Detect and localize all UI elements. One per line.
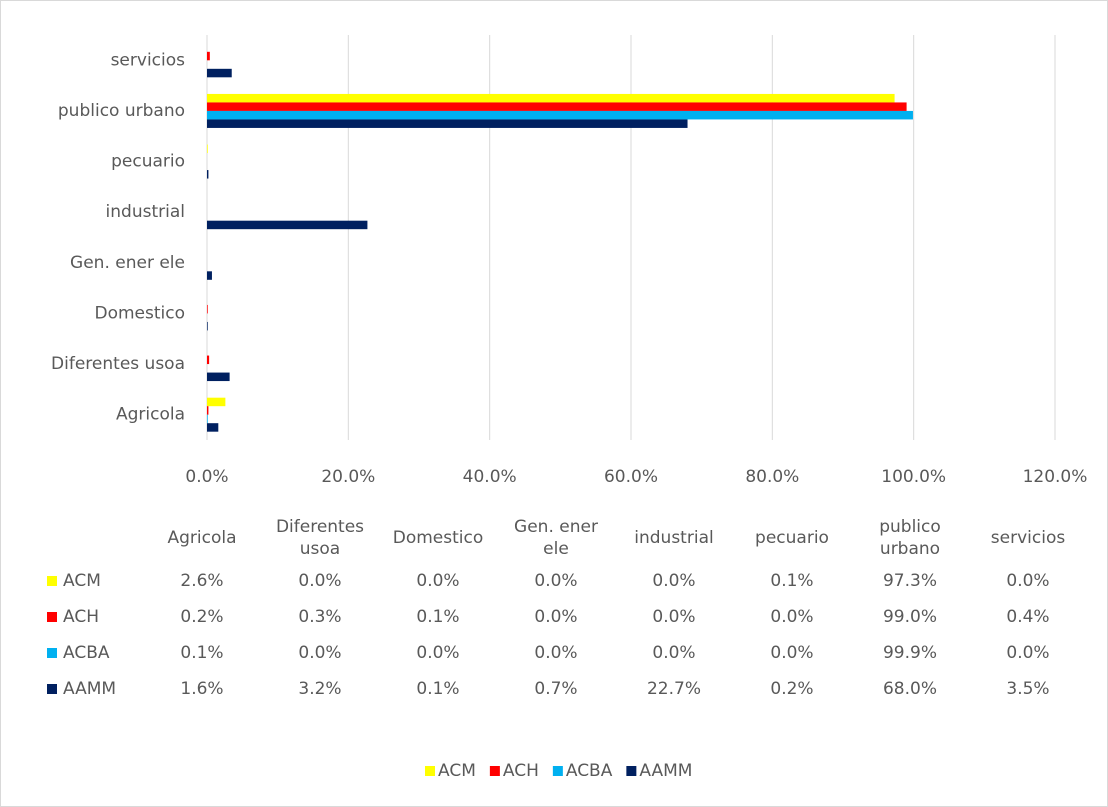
- table-cell: 3.2%: [298, 679, 341, 699]
- table-header: servicios: [990, 528, 1066, 548]
- legend-key: [626, 766, 637, 776]
- table-cell: 0.0%: [652, 607, 695, 627]
- bar: [207, 321, 208, 331]
- table-cell: 99.0%: [883, 607, 937, 627]
- bar: [207, 355, 210, 365]
- table-cell: 0.4%: [1006, 607, 1049, 627]
- table-legend-key: [47, 648, 57, 658]
- table-cell: 0.0%: [1006, 643, 1049, 663]
- table-cell: 0.0%: [770, 607, 813, 627]
- table-cell: 0.0%: [416, 643, 459, 663]
- bar: [207, 93, 895, 103]
- bar: [207, 406, 209, 415]
- bar: [207, 220, 368, 230]
- table-cell: 0.2%: [770, 679, 813, 699]
- legend-label: ACBA: [566, 761, 613, 781]
- table-cell: 0.0%: [298, 643, 341, 663]
- table-cell: 0.7%: [534, 679, 577, 699]
- y-tick-label: industrial: [106, 202, 185, 222]
- table-legend-key: [47, 576, 57, 586]
- bar: [207, 68, 232, 78]
- x-tick-label: 100.0%: [881, 467, 946, 487]
- legend-label: ACM: [438, 761, 476, 781]
- bar: [207, 102, 907, 111]
- y-tick-label: Gen. ener ele: [70, 253, 185, 273]
- bar: [207, 423, 219, 432]
- table-series-label: ACH: [63, 607, 99, 627]
- legend-label: AAMM: [639, 761, 692, 781]
- x-tick-label: 40.0%: [463, 467, 517, 487]
- table-cell: 1.6%: [180, 679, 223, 699]
- table-cell: 0.0%: [416, 571, 459, 591]
- bar: [207, 119, 688, 128]
- table-header: Gen. ener ele: [514, 517, 598, 559]
- bar: [207, 304, 208, 314]
- table-cell: 0.3%: [298, 607, 341, 627]
- table-cell: 0.0%: [770, 643, 813, 663]
- x-tick-label: 20.0%: [321, 467, 375, 487]
- table-cell: 0.0%: [298, 571, 341, 591]
- table-header: Diferentes usoa: [275, 517, 365, 559]
- y-tick-label: Agricola: [116, 405, 185, 425]
- table-cell: 3.5%: [1006, 679, 1049, 699]
- table-cell: 0.0%: [1006, 571, 1049, 591]
- bar: [207, 372, 230, 382]
- legend-key: [489, 766, 500, 776]
- table-series-label: ACBA: [63, 643, 110, 663]
- table-header: pecuario: [755, 528, 829, 548]
- table-cell: 0.0%: [534, 643, 577, 663]
- bar: [207, 144, 208, 154]
- table-cell: 0.0%: [534, 607, 577, 627]
- table-cell: 68.0%: [883, 679, 937, 699]
- bar: [207, 51, 210, 61]
- table-header: Domestico: [392, 528, 484, 548]
- legend-label: ACH: [503, 761, 539, 781]
- legend-key: [425, 766, 435, 776]
- y-tick-label: pecuario: [111, 152, 185, 172]
- table-cell: 0.0%: [534, 571, 577, 591]
- bar: [207, 414, 208, 424]
- bar: [207, 170, 209, 179]
- table-cell: 0.1%: [180, 643, 223, 663]
- x-tick-label: 60.0%: [604, 467, 658, 487]
- table-cell: 0.2%: [180, 607, 223, 627]
- x-tick-label: 120.0%: [1023, 467, 1088, 487]
- table-cell: 0.1%: [770, 571, 813, 591]
- table-header: Agricola: [167, 528, 237, 548]
- bar: [207, 397, 226, 407]
- table-header: industrial: [634, 528, 714, 548]
- y-tick-label: Domestico: [94, 303, 185, 323]
- table-cell: 2.6%: [180, 571, 223, 591]
- x-tick-label: 0.0%: [185, 467, 228, 487]
- table-header: publico urbano: [879, 517, 941, 559]
- table-cell: 0.1%: [416, 607, 459, 627]
- table-cell: 0.1%: [416, 679, 459, 699]
- y-tick-label: Diferentes usoa: [51, 354, 185, 374]
- table-cell: 0.0%: [652, 571, 695, 591]
- table-cell: 22.7%: [647, 679, 701, 699]
- x-tick-label: 80.0%: [745, 467, 799, 487]
- y-tick-label: servicios: [111, 50, 186, 70]
- table-legend-key: [47, 612, 57, 622]
- table-cell: 0.0%: [652, 643, 695, 663]
- bar: [207, 271, 212, 280]
- bar: [207, 110, 913, 120]
- table-cell: 97.3%: [883, 571, 937, 591]
- y-tick-label: publico urbano: [58, 101, 185, 121]
- table-series-label: ACM: [63, 571, 101, 591]
- table-legend-key: [47, 684, 57, 694]
- table-series-label: AAMM: [63, 679, 116, 699]
- table-cell: 99.9%: [883, 643, 937, 663]
- legend-key: [552, 766, 563, 776]
